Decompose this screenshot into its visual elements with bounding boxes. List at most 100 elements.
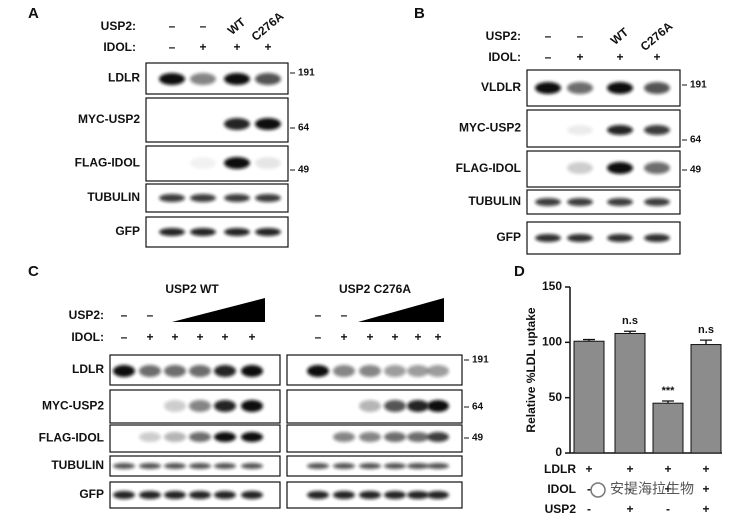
lane-label: + [576, 50, 583, 64]
marker-label: 191 [298, 68, 315, 79]
band [214, 463, 236, 469]
condition-value: - [587, 502, 591, 516]
blot-label: GFP [79, 487, 104, 501]
lane-label: – [169, 40, 176, 54]
marker-label: 64 [298, 123, 310, 134]
band [255, 157, 281, 169]
band [427, 432, 449, 442]
lane-label: + [248, 330, 255, 344]
condition-value: - [666, 502, 670, 516]
lane-label: + [434, 330, 441, 344]
blot-label: FLAG-IDOL [39, 431, 104, 445]
lane-label: + [616, 50, 623, 64]
band [224, 73, 250, 85]
gradient-triangle [358, 298, 444, 322]
condition-value: + [664, 462, 671, 476]
lane-label: + [233, 40, 240, 54]
band [159, 228, 185, 236]
band [644, 125, 670, 135]
y-tick-label: 0 [555, 445, 562, 459]
annotation: *** [662, 385, 676, 397]
marker-label: 49 [472, 433, 484, 444]
band [164, 432, 186, 442]
marker-label: 191 [472, 355, 489, 366]
condition-value: - [628, 482, 632, 496]
panel-label: A [28, 5, 39, 22]
band [535, 82, 561, 94]
panel-label: C [28, 263, 39, 280]
lane-label: – [545, 50, 552, 64]
bar [614, 332, 646, 454]
band [113, 491, 135, 499]
lane-label: – [545, 29, 552, 43]
band [607, 234, 633, 242]
band [189, 463, 211, 469]
band [255, 194, 281, 202]
blot-label: FLAG-IDOL [75, 156, 140, 170]
lane-label: C276A [638, 19, 676, 54]
condition-value: + [664, 482, 671, 496]
band [535, 198, 561, 206]
condition-value: - [587, 482, 591, 496]
band [224, 118, 250, 130]
band [307, 491, 329, 499]
lane-label: – [315, 308, 322, 322]
blot-label: LDLR [72, 362, 104, 376]
band [241, 491, 263, 499]
band [427, 463, 449, 469]
condition-value: + [702, 462, 709, 476]
band [333, 365, 355, 377]
band [567, 198, 593, 206]
y-tick-label: 100 [542, 335, 562, 349]
band [333, 491, 355, 499]
band [359, 365, 381, 377]
band [359, 432, 381, 442]
band [190, 228, 216, 236]
band [384, 491, 406, 499]
band [427, 365, 449, 377]
band [164, 400, 186, 412]
lane-label: + [414, 330, 421, 344]
band [190, 194, 216, 202]
band [644, 198, 670, 206]
lane-label: – [200, 19, 207, 33]
row-label: IDOL: [488, 50, 521, 64]
blot-label: TUBULIN [468, 194, 521, 208]
band [241, 400, 263, 412]
band [359, 491, 381, 499]
band [407, 400, 429, 412]
band [159, 73, 185, 85]
lane-label: – [147, 308, 154, 322]
blot-label: LDLR [108, 71, 140, 85]
band [139, 432, 161, 442]
lane-label: + [264, 40, 271, 54]
condition-value: + [626, 502, 633, 516]
band [644, 162, 670, 174]
band [333, 463, 355, 469]
band [255, 228, 281, 236]
band [189, 491, 211, 499]
lane-label: – [315, 330, 322, 344]
lane-label: WT [608, 25, 632, 48]
band [333, 432, 355, 442]
band [427, 491, 449, 499]
band [427, 400, 449, 412]
blot-label: VLDLR [481, 80, 521, 94]
error-bar [700, 339, 712, 345]
band [567, 82, 593, 94]
band [224, 228, 250, 236]
row-label: USP2: [486, 29, 521, 43]
band [567, 125, 593, 135]
band [214, 491, 236, 499]
annotation: n.s [622, 315, 638, 327]
band [190, 157, 216, 169]
band [255, 73, 281, 85]
blot-label: FLAG-IDOL [456, 161, 521, 175]
band [189, 432, 211, 442]
lane-label: – [121, 330, 128, 344]
band [407, 463, 429, 469]
lane-label: + [340, 330, 347, 344]
band [407, 365, 429, 377]
band [407, 432, 429, 442]
